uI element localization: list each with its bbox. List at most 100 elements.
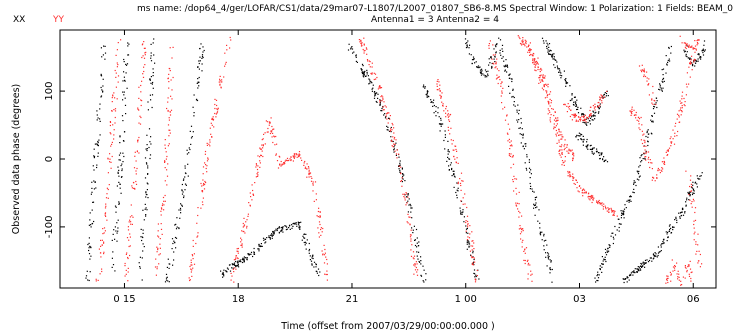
point-xx-12 xyxy=(689,194,691,196)
point-xx-4 xyxy=(258,248,260,250)
point-yy-4 xyxy=(317,216,319,218)
point-yy-7 xyxy=(499,79,501,81)
point-xx-6 xyxy=(453,186,455,188)
point-yy-11 xyxy=(649,166,651,169)
point-xx-10 xyxy=(580,138,582,140)
point-yy-3 xyxy=(201,201,204,203)
point-xx-7 xyxy=(491,62,493,65)
point-yy-3 xyxy=(225,61,227,63)
point-xx-0 xyxy=(88,224,90,226)
point-yy-5 xyxy=(410,234,412,236)
point-xx-12 xyxy=(679,216,681,218)
point-xx-2 xyxy=(147,165,149,167)
point-xx-12 xyxy=(660,244,662,246)
point-xx-0 xyxy=(90,246,92,248)
point-yy-4 xyxy=(240,237,242,239)
point-xx-13 xyxy=(700,56,702,58)
point-xx-10 xyxy=(604,159,606,162)
point-xx-6 xyxy=(468,246,470,248)
point-yy-10 xyxy=(566,105,568,107)
point-xx-1 xyxy=(122,161,124,163)
point-xx-3 xyxy=(181,183,183,186)
point-xx-9 xyxy=(598,106,600,109)
point-xx-11 xyxy=(638,166,640,168)
point-yy-9 xyxy=(593,197,595,199)
point-yy-0 xyxy=(102,233,104,235)
point-yy-7 xyxy=(511,145,513,147)
point-yy-17 xyxy=(693,239,695,241)
point-yy-6 xyxy=(471,240,473,242)
point-xx-1 xyxy=(127,42,129,44)
point-xx-3 xyxy=(171,248,173,250)
point-yy-11 xyxy=(648,161,650,164)
point-xx-6 xyxy=(448,169,450,171)
point-xx-9 xyxy=(581,114,583,116)
point-xx-8 xyxy=(517,121,519,123)
point-yy-4 xyxy=(324,252,326,254)
point-xx-5 xyxy=(399,171,401,173)
point-yy-4 xyxy=(312,183,314,185)
point-xx-2 xyxy=(149,79,151,81)
point-yy-10 xyxy=(597,102,599,104)
point-xx-9 xyxy=(589,117,592,119)
point-xx-6 xyxy=(473,272,475,274)
point-yy-16 xyxy=(691,45,693,47)
point-xx-4 xyxy=(229,264,231,266)
point-xx-2 xyxy=(141,279,143,281)
point-xx-7 xyxy=(485,71,487,73)
point-yy-7 xyxy=(488,47,490,49)
point-yy-7 xyxy=(512,181,514,183)
point-yy-14 xyxy=(666,275,668,277)
point-yy-1 xyxy=(139,115,141,117)
point-yy-10 xyxy=(603,96,605,98)
point-yy-4 xyxy=(272,141,274,144)
point-xx-2 xyxy=(150,76,152,78)
point-xx-12 xyxy=(630,272,632,274)
point-xx-5 xyxy=(393,151,395,153)
point-yy-5 xyxy=(401,179,403,182)
point-xx-5 xyxy=(409,203,411,205)
point-xx-11 xyxy=(662,78,664,80)
point-xx-2 xyxy=(145,214,147,216)
point-yy-1 xyxy=(140,91,142,93)
point-xx-7 xyxy=(494,56,496,58)
point-yy-5 xyxy=(360,43,363,45)
point-yy-0 xyxy=(117,81,119,83)
point-xx-5 xyxy=(373,97,376,99)
point-yy-9 xyxy=(569,172,571,174)
point-yy-9 xyxy=(561,160,564,162)
point-xx-4 xyxy=(280,230,282,233)
point-yy-0 xyxy=(113,92,115,94)
point-yy-4 xyxy=(308,173,310,176)
point-yy-3 xyxy=(196,236,198,238)
point-yy-9 xyxy=(532,52,534,55)
point-yy-7 xyxy=(508,154,510,156)
point-xx-1 xyxy=(120,176,123,178)
point-yy-15 xyxy=(689,268,692,270)
point-xx-6 xyxy=(437,112,439,114)
point-yy-8 xyxy=(549,105,551,107)
point-yy-0 xyxy=(109,121,112,123)
point-xx-4 xyxy=(282,231,284,233)
point-yy-12 xyxy=(652,85,654,88)
point-xx-5 xyxy=(416,251,418,253)
point-xx-1 xyxy=(111,239,113,241)
point-xx-2 xyxy=(145,191,147,193)
point-xx-8 xyxy=(547,257,549,259)
point-yy-9 xyxy=(555,129,557,132)
point-xx-4 xyxy=(289,224,291,226)
point-yy-3 xyxy=(229,47,231,49)
x-axis-ticks: 0 15 18 21 1 00 03 06 xyxy=(113,30,700,305)
point-yy-8 xyxy=(562,136,564,138)
point-yy-13 xyxy=(680,107,682,109)
point-yy-9 xyxy=(608,208,610,210)
point-xx-3 xyxy=(193,112,195,114)
point-yy-7 xyxy=(495,63,497,65)
point-xx-11 xyxy=(609,244,611,247)
point-yy-17 xyxy=(691,206,693,208)
point-yy-8 xyxy=(561,136,563,138)
point-xx-11 xyxy=(599,268,601,270)
point-xx-4 xyxy=(286,228,288,230)
point-xx-12 xyxy=(685,204,687,206)
point-yy-9 xyxy=(578,191,580,193)
